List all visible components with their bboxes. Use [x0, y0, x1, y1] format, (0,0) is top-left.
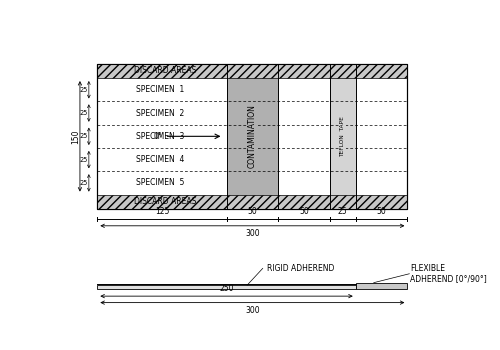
- Text: 25: 25: [80, 87, 88, 93]
- Text: 300: 300: [245, 229, 260, 238]
- Bar: [98, 285, 356, 289]
- Text: DISCARD AREAS: DISCARD AREAS: [134, 66, 197, 75]
- Text: 50: 50: [376, 207, 386, 216]
- Text: 25: 25: [80, 180, 88, 186]
- Text: SPECIMEN  1: SPECIMEN 1: [136, 85, 184, 94]
- Text: TEFLON  TAPE: TEFLON TAPE: [340, 116, 345, 157]
- Bar: [98, 195, 407, 209]
- Text: SPECIMEN  5: SPECIMEN 5: [136, 178, 184, 187]
- Text: SPECIMEN  2: SPECIMEN 2: [136, 108, 184, 118]
- Text: 25: 25: [338, 207, 347, 216]
- Text: 125: 125: [155, 207, 169, 216]
- Text: FLEXIBLE
ADHEREND [0°/90°]: FLEXIBLE ADHEREND [0°/90°]: [410, 264, 487, 284]
- Bar: [98, 64, 407, 78]
- Text: SPECIMEN  3: SPECIMEN 3: [136, 132, 184, 141]
- Text: SPECIMEN  4: SPECIMEN 4: [136, 155, 184, 164]
- Bar: [98, 64, 407, 209]
- Bar: [356, 283, 408, 289]
- Text: DISCARD AREAS: DISCARD AREAS: [134, 197, 197, 206]
- Text: 25: 25: [80, 110, 88, 116]
- Text: 150: 150: [71, 129, 80, 144]
- Text: 50: 50: [248, 207, 257, 216]
- Text: 25: 25: [80, 156, 88, 163]
- Text: 250: 250: [220, 285, 234, 293]
- Text: RIGID ADHEREND: RIGID ADHEREND: [266, 264, 334, 273]
- Bar: [98, 64, 407, 209]
- Bar: [330, 64, 355, 209]
- Text: 300: 300: [245, 306, 260, 315]
- Text: 50: 50: [299, 207, 309, 216]
- Bar: [226, 64, 278, 209]
- Text: 0°: 0°: [154, 132, 162, 141]
- Text: 25: 25: [80, 133, 88, 139]
- Text: CONTAMINATION: CONTAMINATION: [248, 104, 257, 168]
